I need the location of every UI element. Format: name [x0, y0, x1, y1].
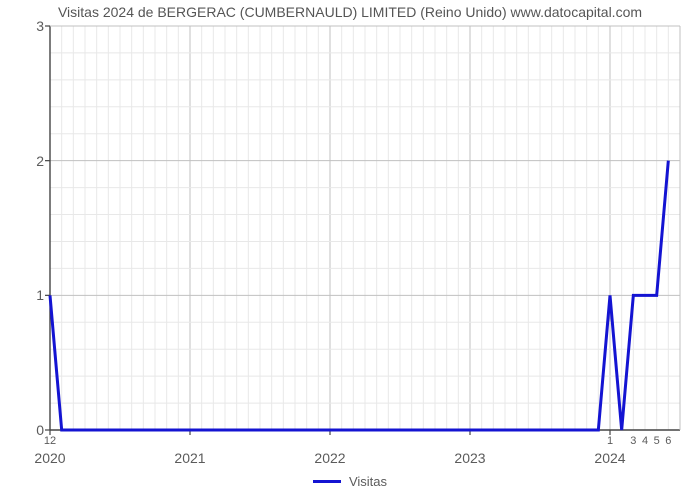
x-subtick-label: 1 — [601, 435, 619, 447]
x-tick-label: 2020 — [20, 450, 80, 466]
legend: Visitas — [0, 474, 700, 489]
y-tick-label: 2 — [8, 153, 44, 169]
chart-svg — [0, 0, 700, 500]
x-tick-label: 2021 — [160, 450, 220, 466]
legend-label: Visitas — [349, 474, 387, 489]
x-tick-label: 2023 — [440, 450, 500, 466]
x-subtick-label: 6 — [659, 435, 677, 447]
x-tick-label: 2022 — [300, 450, 360, 466]
legend-swatch — [313, 480, 341, 483]
chart-container: Visitas 2024 de BERGERAC (CUMBERNAULD) L… — [0, 0, 700, 500]
y-tick-label: 1 — [8, 287, 44, 303]
x-subtick-label: 12 — [41, 435, 59, 447]
y-tick-label: 0 — [8, 422, 44, 438]
x-tick-label: 2024 — [580, 450, 640, 466]
y-tick-label: 3 — [8, 18, 44, 34]
